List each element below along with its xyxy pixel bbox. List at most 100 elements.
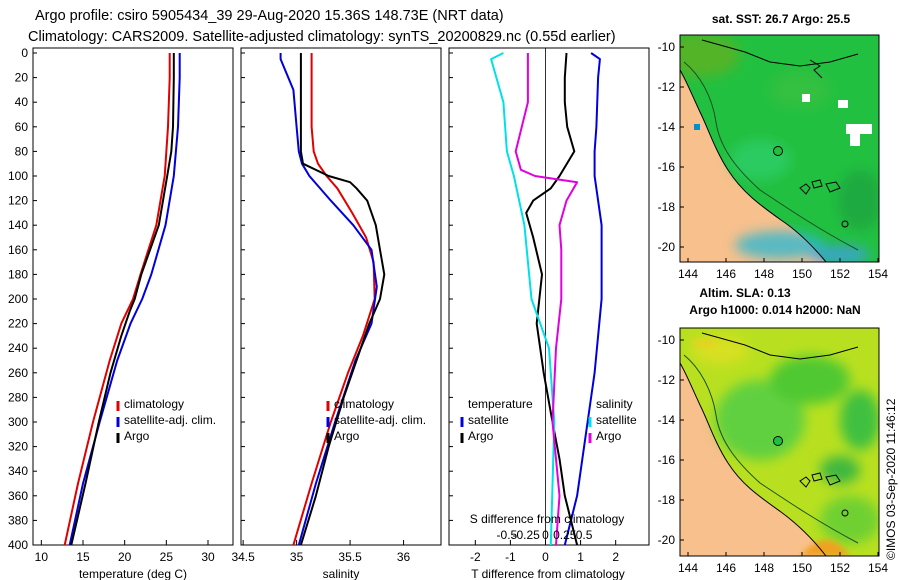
depth-axis: 0 20 40 60 80 100 120 140 160 180 200 220 240 260 280 3… [8, 46, 453, 552]
map-x-tick-label: 148 [754, 267, 774, 281]
sst-depth-contour [683, 61, 859, 251]
x-tick-label: -2 [470, 550, 481, 564]
legend-label-argo: Argo [334, 429, 360, 443]
depth-tick-label: 200 [8, 292, 28, 306]
sst-map: sat. SST: 26.7 Argo: 25.5 [658, 12, 889, 281]
title-line-2: Climatology: CARS2009. Satellite-adjuste… [28, 29, 616, 45]
legend-heading-salinity: salinity [596, 397, 633, 411]
temperature-legend: climatology satellite-adj. clim. Argo [116, 397, 216, 443]
map-x-tick-label: 148 [754, 561, 774, 575]
sla-argo-location [773, 436, 783, 446]
top-tick-label: -0.25 [513, 528, 541, 542]
legend-label-satellite: satellite-adj. clim. [124, 413, 216, 427]
imos-credit: ©IMOS 03-Sep-2020 11:46:12 [884, 398, 898, 560]
legend-label-s-satellite: satellite [596, 413, 637, 427]
sst-reef-outlines [799, 179, 841, 195]
depth-tick-label: 0 [21, 46, 28, 60]
depth-tick-label: 220 [8, 317, 28, 331]
depth-tick-label: 80 [15, 144, 29, 158]
t-difference-axis-label: T difference from climatology [471, 567, 625, 580]
x-tick-label: 20 [118, 550, 132, 564]
sst-cool-pixel [694, 124, 700, 130]
top-tick-label: 0 [542, 528, 549, 542]
map-y-tick-label: -18 [658, 493, 676, 507]
sst-cloud-gap [846, 124, 872, 134]
sst-cloud-gap [850, 134, 860, 146]
difference-legend: temperature satellite Argo salinity sate… [460, 397, 637, 443]
x-tick-label: 35 [290, 550, 304, 564]
sst-png-coast [701, 39, 859, 67]
series-line-climatology [63, 53, 171, 545]
sla-map: Altim. SLA: 0.13 Argo h1000: 0.014 h2000… [658, 286, 889, 575]
difference-panel: -2 -1 0 1 2 -0.5-0.25 0 0.25 0.5 [470, 48, 619, 564]
map-y-tick-label: -18 [658, 200, 676, 214]
salinity-panel: 34.5 35 35.5 36 [231, 53, 411, 564]
x-tick-label: 25 [160, 550, 174, 564]
x-tick-label: 15 [76, 550, 90, 564]
x-tick-label: 2 [612, 550, 619, 564]
sla-png-coast [701, 332, 859, 360]
temperature-panel-frame [32, 47, 234, 546]
legend-label-climatology: climatology [124, 397, 184, 411]
series-line-argo [70, 53, 175, 545]
map-y-tick-label: -14 [658, 413, 676, 427]
salinity-panel-frame [240, 47, 442, 546]
top-tick-label: -0.5 [497, 528, 518, 542]
depth-tick-label: 20 [15, 71, 29, 85]
sla-coastline [680, 362, 827, 556]
series-line-t-satellite [563, 52, 603, 545]
map-x-tick-label: 154 [868, 561, 888, 575]
map-x-tick-label: 146 [716, 267, 736, 281]
depth-tick-label: 300 [8, 415, 28, 429]
map-x-tick-label: 154 [868, 267, 888, 281]
map-x-tick-label: 150 [792, 267, 812, 281]
depth-tick-label: 240 [8, 341, 28, 355]
series-line-s-satellite [490, 52, 556, 545]
difference-panel-frame [448, 47, 650, 546]
sla-reef-outlines [799, 472, 841, 488]
x-tick-label: 36 [397, 550, 411, 564]
sst-map-frame [679, 34, 880, 263]
map-y-tick-label: -12 [658, 373, 676, 387]
map-x-tick-label: 150 [792, 561, 812, 575]
series-group [490, 48, 603, 545]
legend-label-satellite: satellite-adj. clim. [334, 413, 426, 427]
sst-cloud-gap [802, 94, 810, 102]
x-tick-label: 0 [542, 550, 549, 564]
sla-map-title-line-1: Altim. SLA: 0.13 [699, 286, 791, 300]
series-line-satellite-adj-clim- [68, 53, 181, 545]
depth-tick-label: 260 [8, 366, 28, 380]
x-tick-label: -1 [505, 550, 516, 564]
salinity-axis-label: salinity [323, 567, 360, 580]
map-x-tick-label: 152 [830, 561, 850, 575]
x-tick-label: 30 [201, 550, 215, 564]
sst-map-axes: 144 146 148 150 152 154 -10 -12 -14 -16 -18 -20 [658, 40, 889, 281]
top-tick-label: 0.25 [553, 528, 577, 542]
legend-label-argo: Argo [124, 429, 150, 443]
sla-depth-contour [683, 354, 859, 544]
depth-tick-label: 40 [15, 95, 29, 109]
salinity-legend: climatology satellite-adj. clim. Argo [326, 397, 426, 443]
map-x-tick-label: 152 [830, 267, 850, 281]
depth-tick-label: 120 [8, 194, 28, 208]
map-x-tick-label: 146 [716, 561, 736, 575]
depth-tick-label: 60 [15, 120, 29, 134]
sst-map-title: sat. SST: 26.7 Argo: 25.5 [712, 12, 851, 26]
map-y-tick-label: -10 [658, 333, 676, 347]
sla-map-axes: 144 146 148 150 152 154 -10 -12 -14 -16 -18 -20 [658, 333, 889, 575]
map-x-tick-label: 144 [678, 267, 698, 281]
depth-tick-label: 140 [8, 218, 28, 232]
x-tick-label: 35.5 [338, 550, 362, 564]
series-group [279, 53, 386, 545]
legend-label-t-satellite: satellite [468, 413, 509, 427]
depth-tick-label: 100 [8, 169, 28, 183]
map-y-tick-label: -20 [658, 240, 676, 254]
series-group [63, 53, 181, 545]
series-line-climatology [292, 53, 376, 545]
depth-tick-label: 400 [8, 538, 28, 552]
map-y-tick-label: -12 [658, 80, 676, 94]
x-tick-label: 10 [35, 550, 49, 564]
series-line-s-argo [514, 53, 579, 545]
